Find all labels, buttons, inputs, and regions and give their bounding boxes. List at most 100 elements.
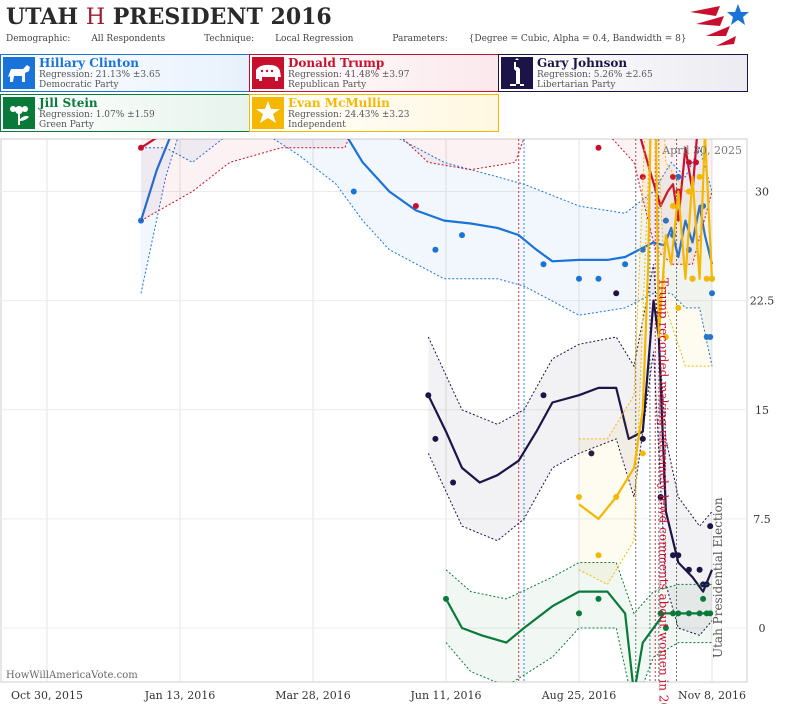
- poll-point: [662, 625, 669, 631]
- poll-point: [595, 275, 602, 282]
- event-annotation: Utah Presidential Election: [711, 497, 725, 658]
- poll-point: [639, 435, 646, 442]
- confidence-band: [446, 562, 712, 682]
- poll-point: [595, 144, 602, 151]
- series-jill-stein: [443, 562, 714, 682]
- series-evan-mcmullin: [576, 139, 715, 586]
- poll-point: [432, 246, 439, 253]
- legend-party: Independent: [288, 120, 346, 130]
- poll-point: [576, 610, 582, 617]
- legend-regression: Regression: 21.13% ±3.65: [39, 70, 161, 80]
- series-gary-johnson: [425, 264, 714, 636]
- poll-point: [696, 566, 703, 573]
- poll-point: [540, 392, 547, 399]
- legend-party: Republican Party: [288, 80, 367, 90]
- poll-point: [662, 217, 669, 224]
- title-race-code: H: [85, 5, 106, 30]
- date-label: April 30, 2025: [661, 144, 742, 157]
- chart-header: UTAH H PRESIDENT 2016 Demographic: All R…: [0, 0, 749, 50]
- green-flower-icon: [3, 97, 35, 129]
- poll-point: [588, 450, 595, 457]
- poll-point: [675, 173, 682, 180]
- y-tick-label: 15: [755, 404, 769, 417]
- x-tick-label: Jan 13, 2016: [144, 689, 216, 702]
- poll-point: [350, 188, 357, 195]
- legend-item: Jill Stein Regression: 1.07% ±1.59 Green P…: [0, 94, 250, 132]
- legend-regression: Regression: 41.48% ±3.97: [288, 70, 410, 80]
- band-lower: [427, 351, 713, 636]
- band-upper: [579, 139, 712, 440]
- title-state: UTAH: [6, 4, 79, 30]
- legend-regression: Regression: 5.26% ±2.65: [537, 70, 653, 80]
- parameters-label: Parameters:: [392, 34, 448, 44]
- poll-point: [613, 290, 620, 297]
- poll-point: [450, 479, 457, 486]
- plot-contents: [138, 139, 715, 682]
- event-annotation: Trump recorded making extremely lewd com…: [656, 278, 670, 704]
- band-upper: [140, 139, 713, 294]
- poll-point: [595, 552, 602, 559]
- legend-item: Hillary Clinton Regression: 21.13% ±3.65 D…: [0, 54, 250, 92]
- chart-parameters: Demographic: All Respondents Technique: …: [6, 34, 723, 44]
- band-upper: [445, 562, 712, 615]
- trend-line: [140, 139, 698, 222]
- band-lower: [578, 139, 712, 586]
- elephant-icon: [252, 57, 284, 89]
- poll-point: [622, 261, 629, 268]
- confidence-band: [141, 139, 712, 265]
- y-tick-label: 0: [759, 622, 766, 635]
- confidence-band: [428, 264, 712, 636]
- poll-point: [138, 217, 144, 224]
- poll-point: [707, 334, 714, 340]
- legend-candidate-name: Evan McMullin: [288, 96, 390, 110]
- poll-point: [685, 566, 692, 573]
- legend-item: Gary Johnson Regression: 5.26% ±2.65 Liber…: [498, 54, 748, 92]
- confidence-band: [579, 139, 712, 585]
- poll-point: [693, 159, 699, 166]
- x-tick-label: Jun 11, 2016: [409, 689, 481, 702]
- poll-point: [443, 595, 449, 602]
- poll-point: [540, 261, 547, 268]
- poll-point: [707, 610, 714, 617]
- y-tick-label: 30: [755, 186, 769, 199]
- donkey-icon: [3, 57, 35, 89]
- website-label: HowWillAmericaVote.com: [6, 670, 138, 681]
- poll-point: [613, 494, 620, 500]
- poll-point: [670, 552, 676, 559]
- poll-point: [709, 290, 715, 297]
- technique-label: Technique:: [204, 34, 255, 44]
- band-lower: [445, 627, 712, 682]
- title-race: PRESIDENT 2016: [112, 4, 332, 30]
- legend-regression: Regression: 1.07% ±1.59: [39, 110, 155, 120]
- poll-point: [639, 173, 646, 180]
- poll-point: [657, 494, 664, 500]
- poll-point: [670, 173, 676, 180]
- legend-item: Donald Trump Regression: 41.48% ±3.97 Repu…: [249, 54, 499, 92]
- poll-point: [670, 203, 676, 209]
- legend-item: Evan McMullin Regression: 24.43% ±3.23 Ind…: [249, 94, 499, 132]
- poll-point: [703, 275, 710, 282]
- poll-point: [685, 610, 692, 617]
- poll-point: [595, 595, 602, 602]
- chart-plot: Trump recorded making extremely lewd com…: [0, 138, 774, 704]
- poll-point: [685, 159, 692, 166]
- parameters-value: {Degree = Cubic, Alpha = 0.4, Bandwidth …: [468, 34, 687, 44]
- x-tick-label: Nov 8, 2016: [678, 689, 746, 702]
- x-tick-label: Aug 25, 2016: [541, 689, 617, 702]
- chart-title: UTAH H PRESIDENT 2016: [6, 4, 332, 30]
- trend-line: [578, 139, 714, 520]
- poll-point: [412, 203, 419, 209]
- y-tick-label: 7.5: [753, 513, 771, 526]
- site-logo-icon: [690, 4, 749, 46]
- legend-party: Green Party: [39, 120, 94, 130]
- legend-party: Democratic Party: [39, 80, 119, 90]
- poll-point: [639, 246, 646, 253]
- demographic-value: All Respondents: [91, 34, 166, 44]
- poll-point: [425, 392, 432, 399]
- poll-point: [700, 595, 707, 602]
- statue-of-liberty-icon: [501, 57, 533, 89]
- trend-line: [139, 139, 714, 265]
- poll-point: [432, 435, 439, 442]
- poll-point: [657, 610, 664, 617]
- demographic-label: Demographic:: [6, 34, 71, 44]
